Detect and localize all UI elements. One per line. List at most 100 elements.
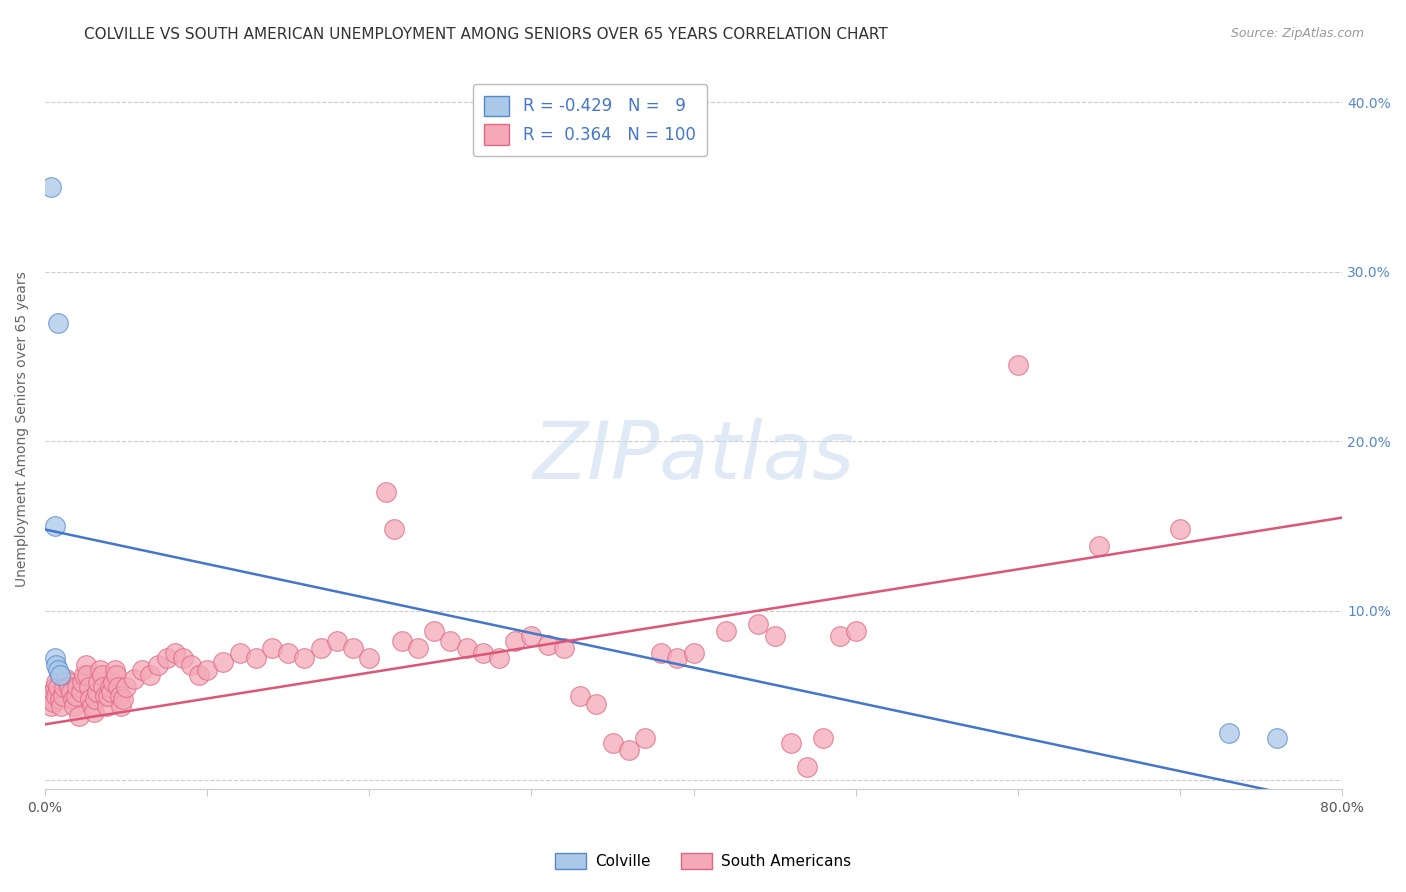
Point <box>488 651 510 665</box>
Point <box>131 663 153 677</box>
Point <box>294 651 316 665</box>
Point <box>1168 523 1191 537</box>
Point <box>439 634 461 648</box>
Point <box>634 731 657 745</box>
Point <box>1218 726 1240 740</box>
Point <box>228 646 250 660</box>
Point <box>155 651 177 665</box>
Point <box>38 692 60 706</box>
Point <box>48 692 70 706</box>
Point <box>100 685 122 699</box>
Point <box>111 692 134 706</box>
Point <box>456 641 478 656</box>
Point <box>69 685 91 699</box>
Point <box>813 731 835 745</box>
Point <box>77 680 100 694</box>
Point <box>537 638 560 652</box>
Point <box>89 663 111 677</box>
Point <box>55 672 77 686</box>
Point <box>46 316 69 330</box>
Point <box>503 634 526 648</box>
Point <box>188 668 211 682</box>
Point <box>682 646 704 660</box>
Point <box>107 680 129 694</box>
Point <box>98 680 121 694</box>
Point <box>195 663 218 677</box>
Point <box>66 680 89 694</box>
Point <box>45 689 67 703</box>
Point <box>650 646 672 660</box>
Point <box>108 689 131 703</box>
Point <box>666 651 689 665</box>
Point <box>46 680 69 694</box>
Point <box>110 698 132 713</box>
Point <box>56 675 79 690</box>
Point <box>59 685 82 699</box>
Point <box>148 658 170 673</box>
Point <box>45 675 67 690</box>
Point <box>180 658 202 673</box>
Point <box>87 675 110 690</box>
Point <box>86 685 108 699</box>
Point <box>845 624 868 639</box>
Point <box>1088 540 1111 554</box>
Point <box>747 617 769 632</box>
Point <box>101 675 124 690</box>
Point <box>172 651 194 665</box>
Point <box>76 668 98 682</box>
Text: Source: ZipAtlas.com: Source: ZipAtlas.com <box>1230 27 1364 40</box>
Point <box>93 680 115 694</box>
Point <box>46 663 69 677</box>
Point <box>83 706 105 720</box>
Point <box>326 634 349 648</box>
Point <box>94 689 117 703</box>
Point <box>1267 731 1289 745</box>
Point <box>97 689 120 703</box>
Point <box>62 692 84 706</box>
Point <box>51 698 73 713</box>
Y-axis label: Unemployment Among Seniors over 65 years: Unemployment Among Seniors over 65 years <box>15 271 30 587</box>
Point <box>52 689 75 703</box>
Point <box>763 629 786 643</box>
Point <box>602 736 624 750</box>
Point <box>569 689 592 703</box>
Point <box>617 743 640 757</box>
Point <box>75 658 97 673</box>
Point <box>585 697 607 711</box>
Point <box>423 624 446 639</box>
Point <box>122 672 145 686</box>
Point <box>63 698 86 713</box>
Point <box>65 689 87 703</box>
Point <box>359 651 381 665</box>
Point <box>44 680 66 694</box>
Point <box>105 668 128 682</box>
Text: ZIPatlas: ZIPatlas <box>533 418 855 497</box>
Text: COLVILLE VS SOUTH AMERICAN UNEMPLOYMENT AMONG SENIORS OVER 65 YEARS CORRELATION : COLVILLE VS SOUTH AMERICAN UNEMPLOYMENT … <box>84 27 889 42</box>
Point <box>714 624 737 639</box>
Point <box>84 692 107 706</box>
Point <box>406 641 429 656</box>
Point <box>42 695 65 709</box>
Point <box>309 641 332 656</box>
Point <box>212 655 235 669</box>
Point <box>245 651 267 665</box>
Point <box>780 736 803 750</box>
Point <box>79 692 101 706</box>
Point <box>260 641 283 656</box>
Point <box>104 663 127 677</box>
Point <box>553 641 575 656</box>
Point <box>828 629 851 643</box>
Point <box>342 641 364 656</box>
Point <box>80 698 103 713</box>
Legend: R = -0.429   N =   9, R =  0.364   N = 100: R = -0.429 N = 9, R = 0.364 N = 100 <box>472 84 707 156</box>
Point <box>73 668 96 682</box>
Point <box>58 680 80 694</box>
Point <box>44 519 66 533</box>
Point <box>471 646 494 660</box>
Point <box>96 698 118 713</box>
Point <box>53 680 76 694</box>
Legend: Colville, South Americans: Colville, South Americans <box>550 847 856 875</box>
Point <box>520 629 543 643</box>
Point <box>382 523 405 537</box>
Point <box>45 658 67 673</box>
